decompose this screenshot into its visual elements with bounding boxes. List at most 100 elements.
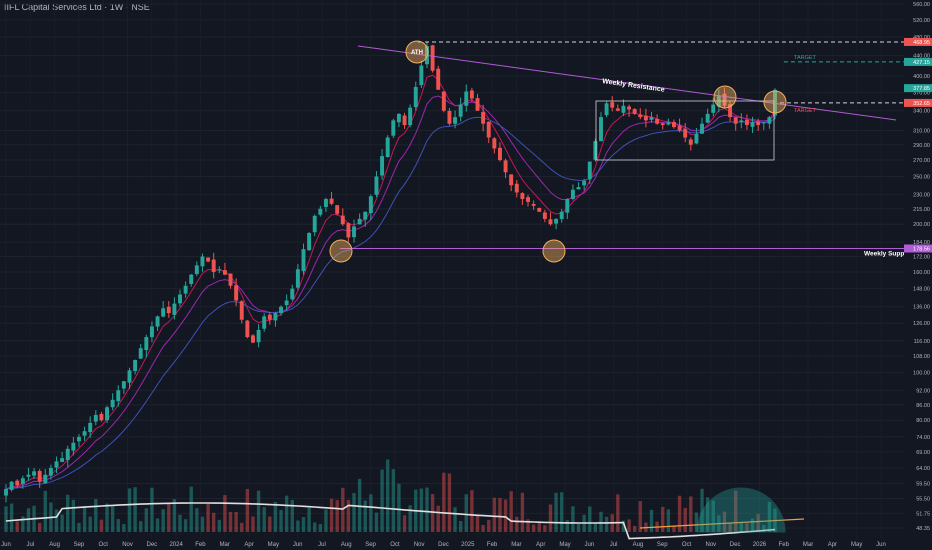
y-tick-label[interactable]: 250.00 [913,175,930,181]
y-tick-label[interactable]: 184.00 [913,240,930,246]
x-tick-label[interactable]: Dec [730,542,741,548]
y-tick-label[interactable]: 520.00 [913,18,930,24]
candle-body [144,337,149,351]
y-tick-label[interactable]: 270.00 [913,158,930,164]
volume-bar [178,514,182,532]
volume-bar [167,503,171,532]
y-tick-label[interactable]: 100.00 [913,371,930,377]
x-tick-label[interactable]: Feb [195,542,206,548]
y-tick-label[interactable]: 55.50 [916,496,930,502]
y-tick-label[interactable]: 560.00 [913,2,930,8]
volume-bar [144,508,149,532]
x-tick-label[interactable]: Mar [220,542,230,548]
volume-bar [54,509,59,532]
x-tick-label[interactable]: Nov [122,542,133,548]
y-tick-label[interactable]: 215.00 [913,207,930,213]
x-tick-label[interactable]: May [559,542,570,548]
candle-body [110,399,115,408]
x-tick-label[interactable]: Oct [682,542,692,548]
candle-body [183,285,188,294]
y-tick-label[interactable]: 370.00 [913,91,930,97]
x-tick-label[interactable]: Sep [657,542,668,548]
y-tick-label[interactable]: 400.00 [913,74,930,80]
price-axis[interactable]: 48.35 51.75 55.50 59.50 64.00 69.00 74.00 80.00… [904,0,932,550]
volume-bar [436,505,440,532]
x-tick-label[interactable]: Jul [318,542,326,548]
x-tick-label[interactable]: Dec [146,542,157,548]
moving-averages [5,74,776,490]
candle-body [357,218,362,225]
y-tick-label[interactable]: 148.00 [913,287,930,293]
y-tick-label[interactable]: 340.00 [913,109,930,115]
price-tag-label: 352.65 [913,101,930,107]
x-tick-label[interactable]: Apr [536,542,545,548]
candle-body [380,156,385,176]
y-tick-label[interactable]: 230.00 [913,192,930,198]
y-tick-label[interactable]: 80.00 [916,418,930,424]
candle-body [234,285,239,301]
candle-body [733,117,738,124]
x-tick-label[interactable]: Sep [365,542,376,548]
y-tick-label[interactable]: 136.00 [913,305,930,311]
x-tick-label[interactable]: Aug [633,542,644,548]
x-tick-label[interactable]: Dec [438,542,449,548]
volume-bar [172,499,177,532]
y-tick-label[interactable]: 116.00 [914,339,930,345]
y-tick-label[interactable]: 51.75 [916,511,930,517]
y-tick-label[interactable]: 86.00 [916,403,930,409]
y-tick-label[interactable]: 59.50 [916,482,930,488]
volume-bar [638,501,642,532]
x-tick-label[interactable]: Feb [779,542,790,548]
x-tick-label[interactable]: 2025 [461,542,475,548]
x-tick-label[interactable]: Aug [341,542,352,548]
y-tick-label[interactable]: 310.00 [913,128,930,134]
x-tick-label[interactable]: May [851,542,862,548]
x-tick-label[interactable]: 2026 [753,542,767,548]
y-tick-label[interactable]: 160.00 [913,270,930,276]
x-tick-label[interactable]: May [268,542,279,548]
volume-bar [762,524,766,532]
y-tick-label[interactable]: 200.00 [913,222,930,228]
time-axis[interactable]: Jun Jul Aug Sep Oct Nov Dec 2024 Feb Mar Apr May Jun… [1,542,886,548]
y-tick-label[interactable]: 440.00 [913,54,930,60]
x-tick-label[interactable]: 2024 [169,542,183,548]
y-tick-label[interactable]: 74.00 [916,435,930,441]
y-tick-label[interactable]: 64.00 [916,466,930,472]
volume-bar [296,520,300,532]
candle-body [391,120,396,136]
x-tick-label[interactable]: Oct [390,542,400,548]
volume-bar [537,522,541,532]
y-tick-label[interactable]: 126.00 [913,321,930,327]
y-tick-label[interactable]: 69.00 [916,450,930,456]
candle-body [744,119,749,126]
x-tick-label[interactable]: Jun [293,542,303,548]
chart-title: IIFL Capital Services Ltd · 1W · NSE [4,2,150,12]
y-tick-label[interactable]: 108.00 [913,354,930,360]
x-tick-label[interactable]: Nov [706,542,717,548]
x-tick-label[interactable]: Sep [74,542,85,548]
volume-bar [273,501,278,532]
x-tick-label[interactable]: Mar [511,542,521,548]
candle-body [138,348,143,359]
x-tick-label[interactable]: Jul [26,542,34,548]
x-tick-label[interactable]: Feb [487,542,498,548]
x-tick-label[interactable]: Apr [828,542,837,548]
x-tick-label[interactable]: Jun [584,542,594,548]
y-tick-label[interactable]: 48.35 [916,526,930,532]
y-tick-label[interactable]: 290.00 [913,143,930,149]
weekly-resistance-label: Weekly Resistance [602,78,665,94]
x-tick-label[interactable]: Oct [99,542,109,548]
x-tick-label[interactable]: Apr [244,542,253,548]
x-tick-label[interactable]: Nov [414,542,425,548]
candle-body [413,86,418,108]
volume-bar [262,507,266,532]
x-tick-label[interactable]: Aug [49,542,60,548]
x-tick-label[interactable]: Jun [876,542,886,548]
volume-bars [4,459,777,532]
y-tick-label[interactable]: 172.00 [913,254,930,260]
x-tick-label[interactable]: Jul [610,542,618,548]
x-tick-label[interactable]: Mar [803,542,813,548]
x-tick-label[interactable]: Jun [1,542,11,548]
y-tick-label[interactable]: 92.00 [916,388,930,394]
